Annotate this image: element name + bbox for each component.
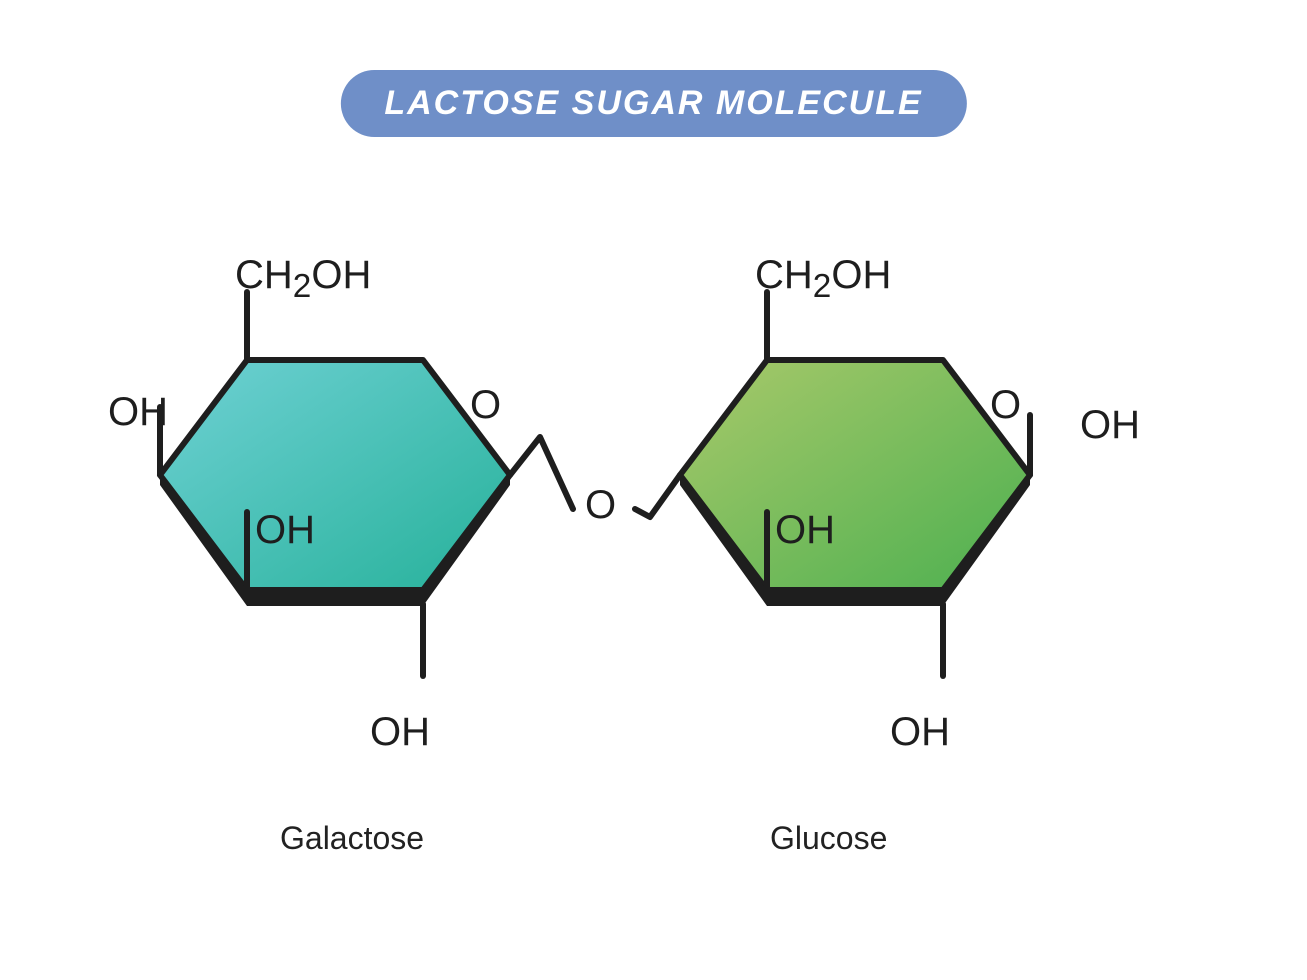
glycosidic-right [635,475,680,517]
molecule-name-galactose: Galactose [280,820,424,857]
label-inner-oh-0: OH [255,510,315,550]
label-bottom-oh-1: OH [890,712,950,752]
label-inner-oh-1: OH [775,510,835,550]
molecule-name-glucose: Glucose [770,820,887,857]
label-bridge-o: O [585,485,616,525]
glycosidic-left [510,437,573,509]
label-ring-o-0: O [470,385,501,425]
label-ch2oh-0: CH2OH [235,255,371,303]
label-left-oh-gal: OH [108,392,168,432]
label-bottom-oh-0: OH [370,712,430,752]
label-ch2oh-1: CH2OH [755,255,891,303]
label-ring-o-1: O [990,385,1021,425]
molecule-svg [0,0,1307,980]
label-right-oh-glu: OH [1080,405,1140,445]
